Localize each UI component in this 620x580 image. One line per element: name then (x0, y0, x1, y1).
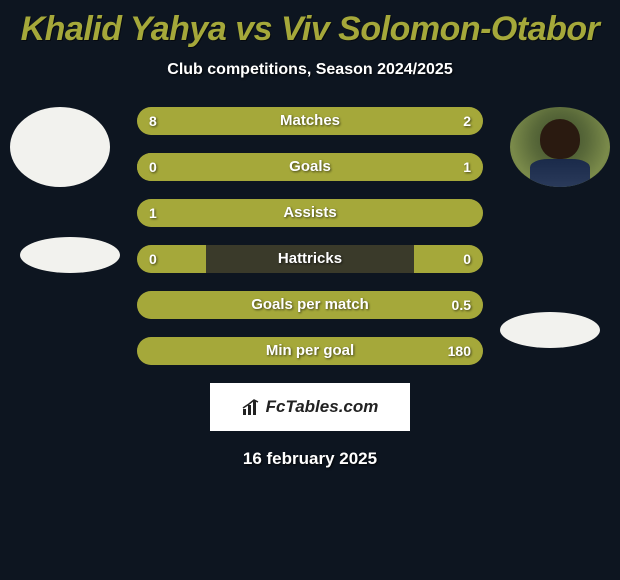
stat-value-right: 0 (463, 245, 471, 273)
brand-badge[interactable]: FcTables.com (210, 383, 410, 431)
stat-value-right: 0.5 (452, 291, 471, 319)
stat-label: Assists (137, 199, 483, 227)
player-right-club-badge (500, 312, 600, 348)
player-right-avatar (510, 107, 610, 187)
stat-value-right: 2 (463, 107, 471, 135)
player-left-avatar (10, 107, 110, 187)
stat-value-left: 0 (149, 245, 157, 273)
stat-row: Hattricks0 0 (137, 245, 483, 273)
stat-value-left: 1 (149, 199, 157, 227)
stat-label: Goals per match (137, 291, 483, 319)
brand-text: FcTables.com (266, 397, 379, 417)
player-left-club-badge (20, 237, 120, 273)
stat-label: Goals (137, 153, 483, 181)
stat-value-right: 180 (448, 337, 471, 365)
comparison-content: Matches82Goals01Assists1Hattricks00Goals… (0, 107, 620, 365)
stat-label: Matches (137, 107, 483, 135)
page-title: Khalid Yahya vs Viv Solomon-Otabor (0, 0, 620, 49)
stat-row: Min per goal180 (137, 337, 483, 365)
stat-value-left: 0 (149, 153, 157, 181)
stat-value-right: 1 (463, 153, 471, 181)
date-text: 16 february 2025 (0, 449, 620, 469)
stat-value-left: 8 (149, 107, 157, 135)
stat-row: Goals per match0.5 (137, 291, 483, 319)
brand-chart-icon (242, 399, 262, 415)
stat-row: Assists1 (137, 199, 483, 227)
stat-label: Hattricks (137, 245, 483, 273)
stat-row: Goals0 1 (137, 153, 483, 181)
stat-label: Min per goal (137, 337, 483, 365)
stat-bars: Matches82Goals01Assists1Hattricks00Goals… (137, 107, 483, 365)
stat-row: Matches8 2 (137, 107, 483, 135)
subtitle: Club competitions, Season 2024/2025 (0, 61, 620, 79)
